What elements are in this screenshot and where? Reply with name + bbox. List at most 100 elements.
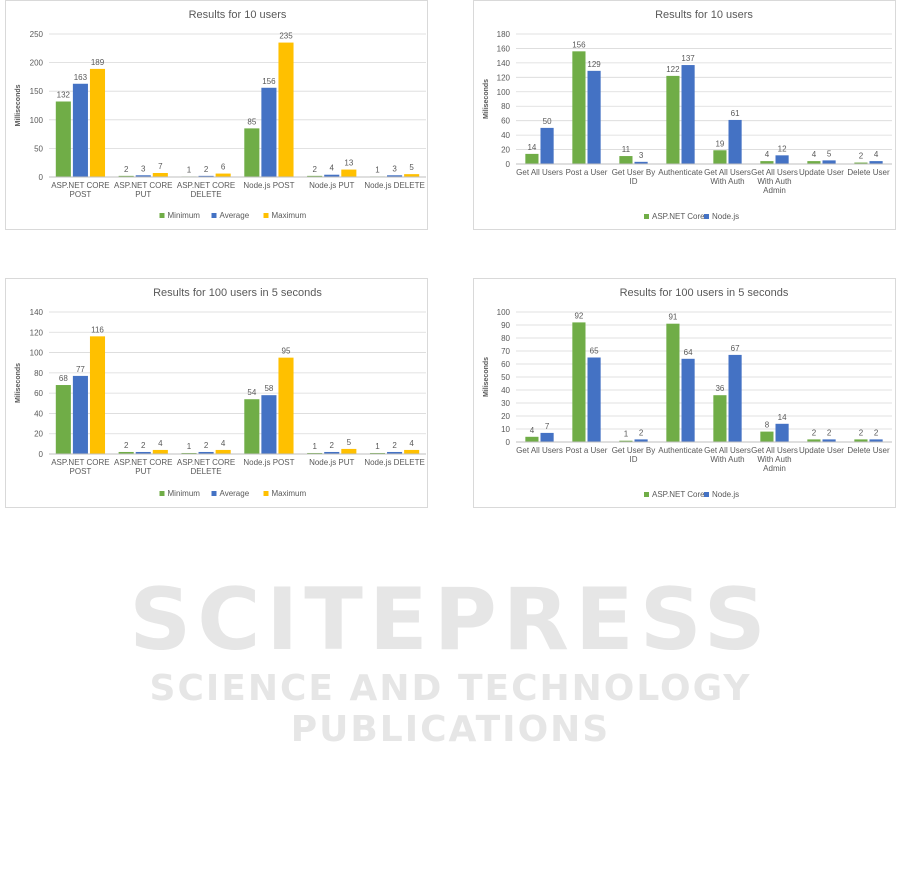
data-label: 156 xyxy=(262,77,276,86)
bar xyxy=(869,439,883,442)
bar xyxy=(55,101,71,177)
bar xyxy=(215,449,231,454)
bar xyxy=(152,172,168,177)
y-tick-label: 20 xyxy=(501,146,510,155)
watermark-brand: SCITEPRESS xyxy=(129,570,772,670)
y-tick-label: 20 xyxy=(34,430,43,439)
y-tick-label: 140 xyxy=(497,59,511,68)
data-label: 2 xyxy=(392,441,397,450)
legend-label: Maximum xyxy=(272,211,307,220)
bar xyxy=(341,448,357,454)
x-tick-label-box: Node.js DELETE xyxy=(364,458,425,467)
bar xyxy=(135,175,151,177)
bar xyxy=(619,440,633,442)
x-tick-label-box: ASP.NET CORE DELETE xyxy=(177,458,235,476)
x-tick-label: Get All Users xyxy=(516,168,563,177)
bar xyxy=(681,358,695,442)
y-tick-label: 60 xyxy=(34,389,43,398)
bar xyxy=(404,449,420,454)
bar xyxy=(261,395,277,454)
chart: Results for 100 users in 5 seconds Milise… xyxy=(15,287,426,498)
legend-label: Average xyxy=(220,489,250,498)
y-tick-label: 50 xyxy=(501,373,510,382)
data-label: 54 xyxy=(247,388,256,397)
y-tick-label: 180 xyxy=(497,30,511,39)
chart-title: Results for 10 users xyxy=(189,9,287,21)
bar xyxy=(261,87,277,177)
bar xyxy=(72,83,88,177)
x-tick-label-box: ASP.NET CORE PUT xyxy=(114,181,172,199)
bar xyxy=(525,436,539,442)
chart-title: Results for 100 users in 5 seconds xyxy=(620,287,789,299)
x-tick-label: Authenticate xyxy=(658,168,703,177)
legend-label: Node.js xyxy=(712,490,739,499)
y-tick-label: 100 xyxy=(497,308,511,317)
y-axis-label: Milliseconds xyxy=(15,84,22,126)
y-tick-label: 140 xyxy=(30,308,44,317)
x-tick-label: Node.js DELETE xyxy=(364,458,425,467)
data-label: 4 xyxy=(874,150,879,159)
y-tick-label: 200 xyxy=(30,59,44,68)
x-tick-label-box: Node.js DELETE xyxy=(364,181,424,190)
x-tick-label: Authenticate xyxy=(658,446,703,455)
legend-swatch xyxy=(704,492,709,497)
bar xyxy=(587,70,601,164)
data-label: 5 xyxy=(347,438,352,447)
y-axis-label: Miliseconds xyxy=(15,363,22,403)
legend-label: ASP.NET Core xyxy=(652,212,705,221)
bar xyxy=(807,161,821,164)
bar xyxy=(572,322,586,442)
x-tick-label-box: Post a User xyxy=(566,168,608,177)
x-tick-label-box: ASP.NET CORE DELETE xyxy=(177,181,235,199)
x-tick-label: Node.js POST xyxy=(243,458,295,467)
y-tick-label: 100 xyxy=(497,88,511,97)
legend-swatch xyxy=(644,492,649,497)
data-label: 122 xyxy=(666,65,680,74)
y-tick-label: 150 xyxy=(30,87,44,96)
y-tick-label: 250 xyxy=(30,30,44,39)
x-tick-label: ASP.NET CORE POST xyxy=(51,181,110,199)
bar xyxy=(387,451,403,454)
data-label: 2 xyxy=(859,152,864,161)
bar xyxy=(244,128,260,177)
x-tick-label-box: Authenticate xyxy=(658,446,703,455)
x-tick-label: Delete User xyxy=(847,168,890,177)
bar xyxy=(324,451,340,454)
y-axis-label: Miliseconds xyxy=(483,79,490,119)
data-label: 7 xyxy=(158,162,163,171)
data-label: 2 xyxy=(124,441,129,450)
data-label: 92 xyxy=(574,311,583,320)
x-tick-label: ASP.NET CORE PUT xyxy=(114,458,173,476)
bar xyxy=(324,174,340,177)
y-tick-label: 80 xyxy=(501,102,510,111)
x-tick-label-box: Node.js POST xyxy=(243,181,294,190)
data-label: 67 xyxy=(731,344,740,353)
data-label: 2 xyxy=(312,165,317,174)
bar xyxy=(152,449,168,454)
bar xyxy=(341,169,357,177)
x-tick-label: Get All Users With Auth Admin xyxy=(751,446,798,473)
data-label: 2 xyxy=(859,428,864,437)
y-tick-label: 40 xyxy=(34,409,43,418)
data-label: 2 xyxy=(204,441,209,450)
x-tick-label-box: Post a User xyxy=(566,446,608,455)
y-tick-label: 80 xyxy=(501,334,510,343)
data-label: 13 xyxy=(344,159,353,168)
legend-label: Average xyxy=(220,211,250,220)
x-tick-label: Node.js PUT xyxy=(309,181,355,190)
data-label: 3 xyxy=(392,164,397,173)
data-label: 132 xyxy=(57,90,71,99)
bar xyxy=(587,357,601,442)
bar xyxy=(525,153,539,164)
data-label: 14 xyxy=(778,413,787,422)
x-tick-label: Get All Users With Auth xyxy=(704,446,751,464)
data-label: 3 xyxy=(141,164,146,173)
x-tick-label-box: Update User xyxy=(799,446,844,455)
data-label: 7 xyxy=(545,422,550,431)
data-label: 58 xyxy=(264,384,273,393)
data-label: 8 xyxy=(765,421,770,430)
data-label: 4 xyxy=(409,439,414,448)
bar xyxy=(215,173,231,177)
bar xyxy=(713,150,727,164)
